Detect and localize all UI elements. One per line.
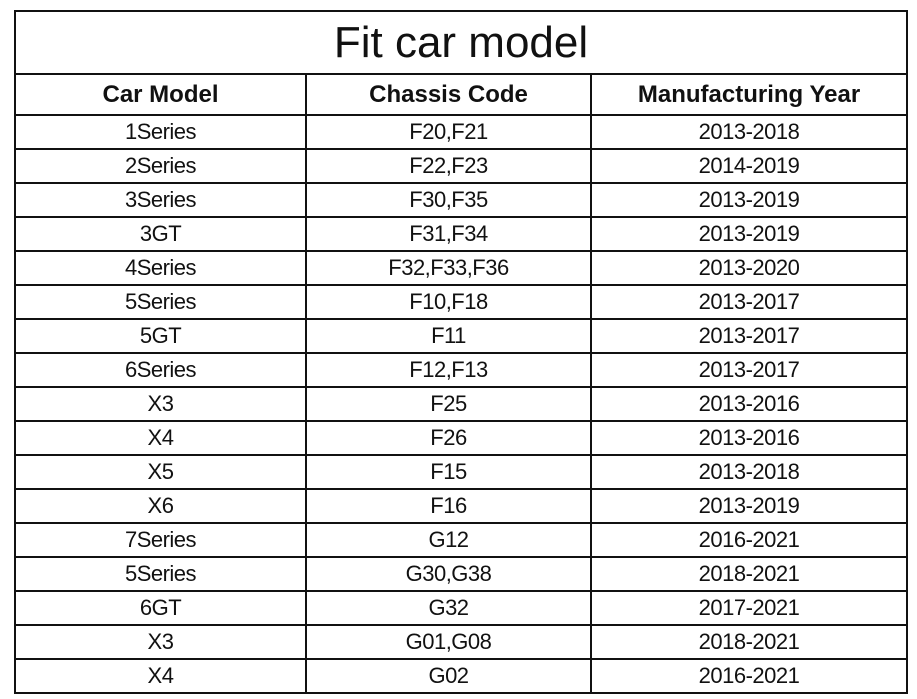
table-cell: F11 <box>305 318 592 354</box>
fit-table: Fit car model Car Model Chassis Code Manuf… <box>13 10 909 694</box>
title-row: Fit car model <box>13 10 909 75</box>
table-row: X3 G01,G08 2018-2021 <box>14 624 909 660</box>
table-cell: F31,F34 <box>305 216 592 252</box>
table-cell: F26 <box>305 420 592 456</box>
table-cell: 2018-2021 <box>589 624 909 660</box>
table-row: 2Series F22,F23 2014-2019 <box>14 148 909 184</box>
table-cell: 3Series <box>14 182 307 218</box>
table-cell: 5Series <box>14 556 307 592</box>
table-cell: 2013-2020 <box>589 250 909 286</box>
table-cell: 2016-2021 <box>589 522 909 558</box>
table-cell: 4Series <box>14 250 307 286</box>
table-cell: 7Series <box>14 522 307 558</box>
table-cell: 2Series <box>14 148 307 184</box>
column-header: Chassis Code <box>305 73 592 116</box>
table-cell: 6GT <box>14 590 307 626</box>
table-container: Fit car model Car Model Chassis Code Manuf… <box>13 10 909 694</box>
header-row: Car Model Chassis Code Manufacturing Year <box>14 73 909 116</box>
table-row: 5GT F11 2013-2017 <box>14 318 909 354</box>
table-row: 4Series F32,F33,F36 2013-2020 <box>14 250 909 286</box>
table-cell: 2013-2018 <box>589 454 909 490</box>
table-cell: 2013-2017 <box>589 352 909 388</box>
table-cell: 2013-2017 <box>589 284 909 320</box>
table-cell: X4 <box>14 420 307 456</box>
table-cell: 6Series <box>14 352 307 388</box>
table-cell: 2013-2016 <box>589 386 909 422</box>
table-cell: 2013-2018 <box>589 114 909 150</box>
table-cell: 1Series <box>14 114 307 150</box>
table-cell: F12,F13 <box>305 352 592 388</box>
table-cell: X4 <box>14 658 307 694</box>
table-cell: F32,F33,F36 <box>305 250 592 286</box>
table-cell: F10,F18 <box>305 284 592 320</box>
table-cell: F16 <box>305 488 592 524</box>
table-row: X6 F16 2013-2019 <box>14 488 909 524</box>
table-cell: 2017-2021 <box>589 590 909 626</box>
table-cell: 5Series <box>14 284 307 320</box>
table-cell: 2013-2019 <box>589 182 909 218</box>
table-cell: F25 <box>305 386 592 422</box>
table-cell: X6 <box>14 488 307 524</box>
table-cell: X3 <box>14 386 307 422</box>
table-cell: G01,G08 <box>305 624 592 660</box>
table-cell: G30,G38 <box>305 556 592 592</box>
table-row: 6Series F12,F13 2013-2017 <box>14 352 909 388</box>
table-cell: G32 <box>305 590 592 626</box>
table-cell: 2016-2021 <box>589 658 909 694</box>
table-cell: 2013-2019 <box>589 216 909 252</box>
table-row: 6GT G32 2017-2021 <box>14 590 909 626</box>
table-title: Fit car model <box>13 10 909 75</box>
table-cell: 3GT <box>14 216 307 252</box>
table-row: X4 F26 2013-2016 <box>14 420 909 456</box>
table-cell: 2018-2021 <box>589 556 909 592</box>
table-cell: G12 <box>305 522 592 558</box>
table-body: 1Series F20,F21 2013-2018 2Series F22,F23 201… <box>14 114 909 694</box>
table-row: 5Series F10,F18 2013-2017 <box>14 284 909 320</box>
table-row: 3Series F30,F35 2013-2019 <box>14 182 909 218</box>
table-cell: G02 <box>305 658 592 694</box>
table-cell: F15 <box>305 454 592 490</box>
table-cell: F30,F35 <box>305 182 592 218</box>
table-row: 3GT F31,F34 2013-2019 <box>14 216 909 252</box>
table-cell: F20,F21 <box>305 114 592 150</box>
table-row: 5Series G30,G38 2018-2021 <box>14 556 909 592</box>
table-row: 7Series G12 2016-2021 <box>14 522 909 558</box>
table-cell: 5GT <box>14 318 307 354</box>
table-cell: F22,F23 <box>305 148 592 184</box>
table-row: X5 F15 2013-2018 <box>14 454 909 490</box>
column-header: Manufacturing Year <box>589 73 909 116</box>
table-cell: 2013-2017 <box>589 318 909 354</box>
table-cell: X5 <box>14 454 307 490</box>
table-row: X3 F25 2013-2016 <box>14 386 909 422</box>
table-row: 1Series F20,F21 2013-2018 <box>14 114 909 150</box>
column-header: Car Model <box>14 73 307 116</box>
table-cell: 2013-2019 <box>589 488 909 524</box>
table-row: X4 G02 2016-2021 <box>14 658 909 694</box>
table-cell: 2013-2016 <box>589 420 909 456</box>
table-cell: 2014-2019 <box>589 148 909 184</box>
table-cell: X3 <box>14 624 307 660</box>
